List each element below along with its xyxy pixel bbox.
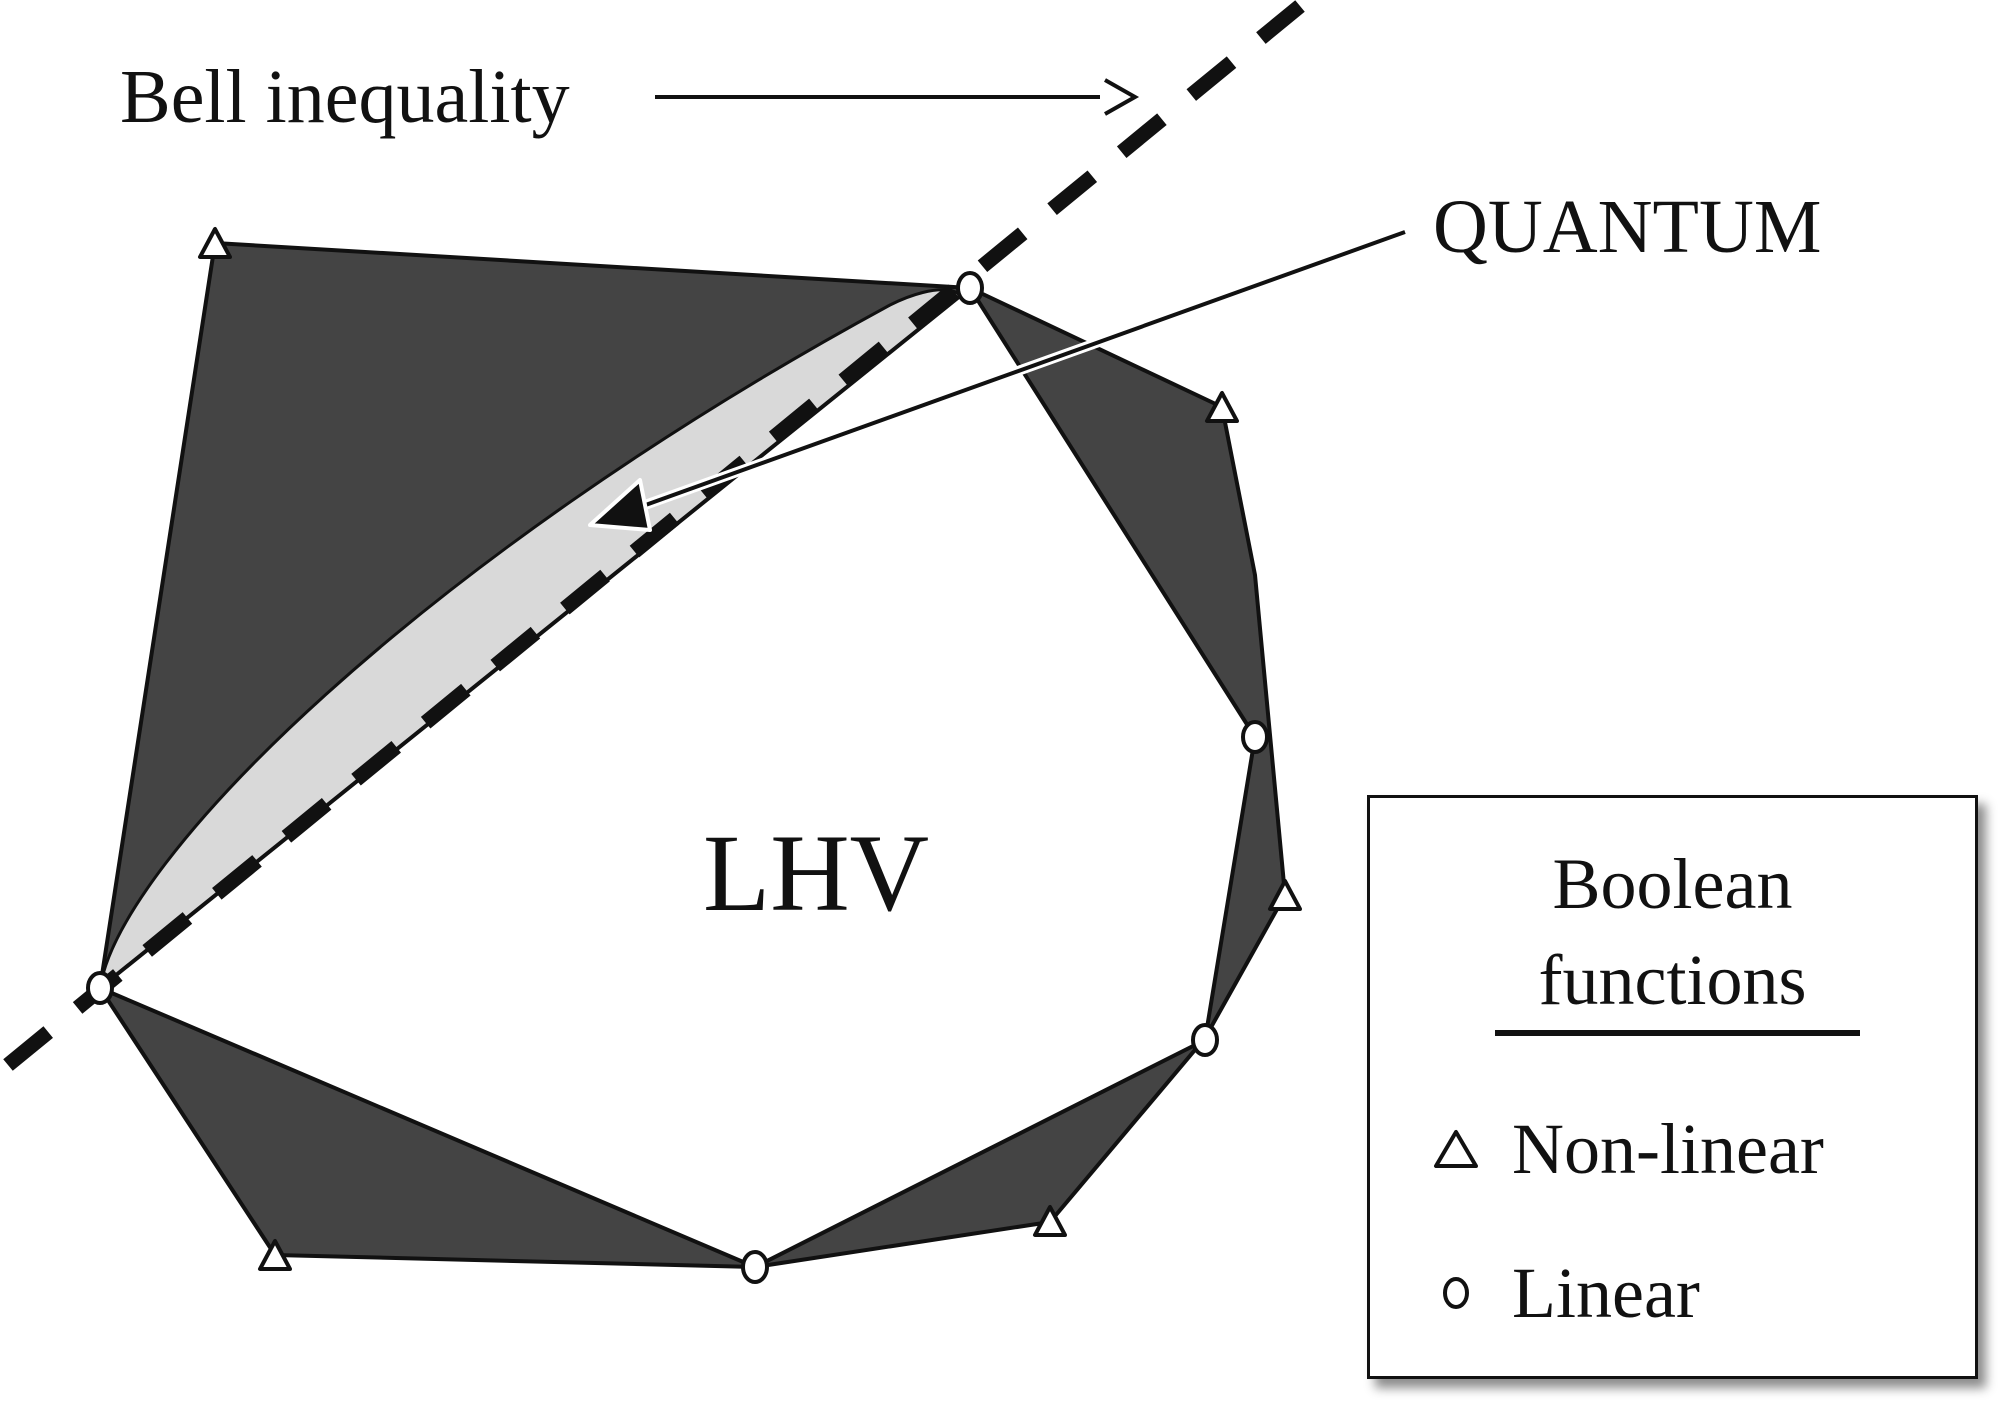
- lhv-polytope: [98, 286, 1257, 1269]
- legend-title-line1: Boolean: [1552, 844, 1793, 924]
- circle-marker: [956, 271, 984, 305]
- legend-title: Boolean functions: [1370, 836, 1975, 1028]
- circle-icon: [1443, 1277, 1469, 1309]
- triangle-marker: [1205, 391, 1239, 423]
- bell-arrow-head: [1104, 78, 1140, 116]
- legend: Boolean functions Non-linear Linear: [1367, 795, 1978, 1379]
- legend-label-non-linear: Non-linear: [1512, 1108, 1824, 1189]
- triangle-marker: [258, 1239, 292, 1271]
- triangle-marker: [1268, 879, 1302, 911]
- bell-inequality-line: [3, 0, 1305, 1071]
- circle-marker: [86, 971, 114, 1005]
- triangle-icon: [1434, 1130, 1478, 1168]
- triangle-marker: [198, 227, 232, 259]
- legend-item-linear: Linear: [1430, 1248, 1700, 1338]
- triangle-marker: [1033, 1205, 1067, 1237]
- bell-inequality-label: Bell inequality: [120, 55, 570, 139]
- legend-label-linear: Linear: [1512, 1252, 1700, 1333]
- circle-marker: [1241, 720, 1269, 754]
- circle-marker: [1191, 1023, 1219, 1057]
- legend-divider: [1495, 1030, 1860, 1036]
- quantum-arrow-shaft: [639, 230, 1406, 509]
- legend-item-non-linear: Non-linear: [1430, 1104, 1824, 1194]
- linear-vertices: [86, 271, 1269, 1284]
- non-linear-vertices: [198, 227, 1302, 1271]
- circle-marker: [741, 1250, 769, 1284]
- lhv-label: LHV: [703, 812, 929, 934]
- quantum-label: QUANTUM: [1433, 185, 1821, 269]
- quantum-arrow-head: [588, 478, 652, 532]
- legend-title-line2: functions: [1538, 940, 1807, 1020]
